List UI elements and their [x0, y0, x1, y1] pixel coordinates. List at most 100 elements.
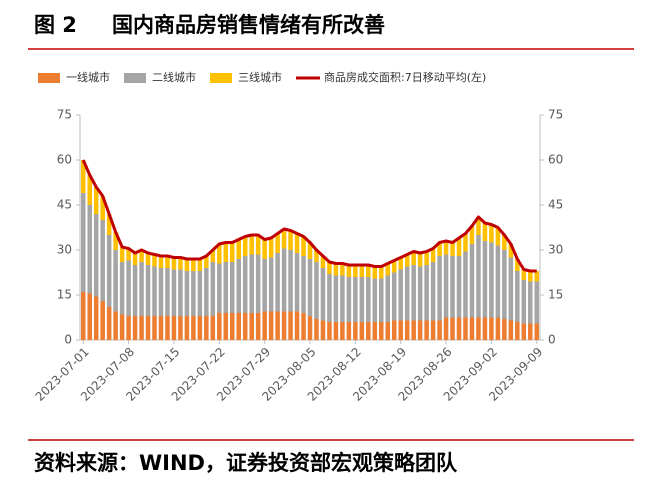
bar-segment [340, 263, 345, 276]
bar-segment [346, 265, 352, 277]
bar-segment [184, 271, 190, 316]
bar-segment [197, 259, 203, 271]
bar-segment [534, 271, 540, 282]
bar-segment [333, 322, 339, 340]
bar-segment [171, 316, 177, 340]
bar-segment [469, 317, 475, 340]
bar-segment [93, 187, 99, 214]
bar-segment [204, 256, 209, 268]
bar-segment [379, 278, 384, 322]
bar-segment [508, 320, 514, 340]
bar-segment [430, 248, 436, 262]
bar-segment [489, 224, 494, 243]
bar-segment [100, 196, 105, 220]
bar-segment [528, 271, 533, 282]
bar-segment [476, 217, 481, 235]
bar-segment [424, 265, 429, 321]
bar-segment [191, 259, 196, 271]
bar-segment [171, 257, 177, 270]
bar-segment [424, 251, 429, 265]
bar-segment [353, 322, 358, 340]
bar-segment [489, 242, 494, 318]
bar-segment [145, 253, 151, 265]
bar-segment [456, 256, 462, 318]
bar-segment [197, 271, 203, 316]
bar-segment [482, 317, 488, 340]
bar-segment [463, 233, 468, 252]
line-series [81, 159, 537, 273]
bar-segment [255, 254, 261, 313]
bar-segment [528, 281, 533, 324]
bar-segment [508, 257, 514, 321]
bar-segment [268, 311, 274, 340]
bar-segment [158, 256, 164, 268]
bar-segment [80, 292, 86, 340]
y-tick-label: 0 [64, 333, 72, 347]
bar-segment [346, 322, 352, 340]
bar-segment [534, 281, 540, 324]
bar-segment [165, 316, 170, 340]
bar-segment [379, 322, 384, 340]
bar-segment [242, 236, 248, 256]
bar-segment [469, 226, 475, 244]
bar-segment [502, 319, 507, 340]
bar-segment [495, 227, 501, 246]
y2-tick-label: 45 [548, 198, 563, 212]
bar-segment [217, 244, 222, 264]
bar-segment [515, 271, 520, 322]
legend-swatch [38, 73, 60, 83]
bar-segment [353, 277, 358, 322]
bar-segment [275, 233, 280, 253]
bar-segment [359, 265, 365, 277]
bar-segment [391, 272, 397, 321]
bar-segment [398, 257, 403, 270]
bar-segment [106, 214, 112, 235]
bar-segment [249, 235, 254, 255]
bar-segment [437, 242, 442, 256]
bar-segment [495, 245, 501, 318]
bar-segment [191, 271, 196, 316]
bar-segment [223, 313, 229, 340]
bar-segment [327, 322, 332, 340]
bar-segment [340, 322, 345, 340]
bar-segment [126, 260, 131, 316]
bar-segment [424, 320, 429, 340]
bar-segment [450, 242, 455, 256]
bar-segment [495, 317, 501, 340]
bar-segment [528, 323, 533, 340]
bar-segment [346, 277, 352, 322]
y-tick-label: 60 [57, 153, 72, 167]
legend-label: 三线城市 [238, 70, 282, 84]
source: 资料来源：WIND，证券投资部宏观策略团队 [34, 451, 458, 475]
bar-segment [437, 320, 442, 340]
bar-segment [359, 322, 365, 340]
bar-segment [126, 316, 131, 340]
bar-segment [320, 268, 326, 321]
bar-segment [476, 235, 481, 318]
bar-segment [482, 223, 488, 241]
bar-segment [229, 242, 235, 262]
bar-segment [515, 322, 520, 340]
bar-segment [391, 260, 397, 273]
bar-segment [191, 316, 196, 340]
bar-segment [80, 160, 86, 193]
bar-segment [333, 263, 339, 276]
bar-segment [502, 235, 507, 250]
bar-segment [204, 316, 209, 340]
y2-tick-label: 30 [548, 243, 563, 257]
bar-segment [132, 265, 138, 316]
legend-label: 二线城市 [152, 70, 196, 84]
y2-tick-label: 0 [548, 333, 556, 347]
bar-segment [281, 248, 287, 312]
bar-segment [242, 313, 248, 340]
bar-segment [456, 238, 462, 256]
bar-segment [113, 232, 118, 250]
y-tick-label: 75 [57, 108, 72, 122]
legend-label: 一线城市 [66, 70, 110, 84]
bar-segment [340, 275, 345, 322]
bar-segment [288, 250, 293, 312]
bar-segment [126, 248, 131, 261]
bar-segment [411, 251, 416, 265]
bar-segment [411, 320, 416, 340]
